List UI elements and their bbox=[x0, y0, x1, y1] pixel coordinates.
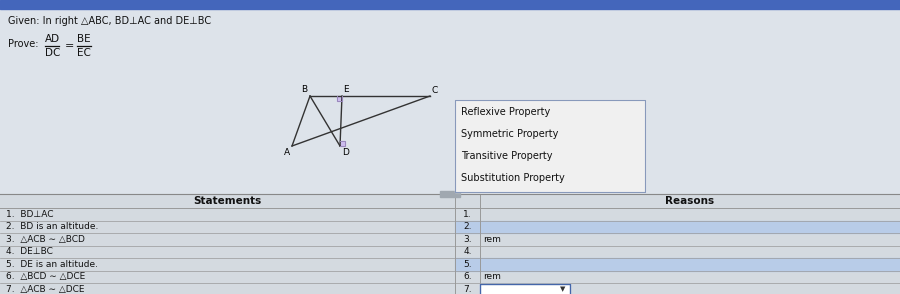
Text: 6.  △BCD ∼ △DCE: 6. △BCD ∼ △DCE bbox=[6, 272, 85, 281]
Text: Given: In right △ABC, BD⊥AC and DE⊥BC: Given: In right △ABC, BD⊥AC and DE⊥BC bbox=[8, 16, 211, 26]
Text: 4.  DE⊥BC: 4. DE⊥BC bbox=[6, 247, 53, 256]
Text: 2.: 2. bbox=[464, 222, 472, 231]
Text: =: = bbox=[65, 41, 75, 51]
Text: A: A bbox=[284, 148, 290, 157]
Bar bbox=[455, 220, 900, 233]
Text: B: B bbox=[301, 85, 307, 94]
Text: Symmetric Property: Symmetric Property bbox=[461, 129, 558, 139]
Text: ▼: ▼ bbox=[561, 286, 566, 292]
Text: rem: rem bbox=[483, 272, 501, 281]
Text: DC: DC bbox=[45, 48, 60, 58]
Text: E: E bbox=[343, 85, 348, 94]
Text: 1.: 1. bbox=[464, 210, 472, 219]
Bar bbox=[0, 194, 900, 294]
Text: D: D bbox=[342, 148, 349, 157]
Text: Prove:: Prove: bbox=[8, 39, 39, 49]
Text: 5.: 5. bbox=[464, 260, 472, 269]
Bar bbox=[455, 258, 900, 270]
Bar bbox=[0, 9, 900, 194]
Text: AD: AD bbox=[45, 34, 60, 44]
Text: 6.: 6. bbox=[464, 272, 472, 281]
Bar bbox=[480, 283, 570, 294]
Text: Statements: Statements bbox=[194, 196, 262, 206]
Text: 7.  △ACB ∼ △DCE: 7. △ACB ∼ △DCE bbox=[6, 285, 85, 294]
Text: Transitive Property: Transitive Property bbox=[461, 151, 553, 161]
Text: C: C bbox=[432, 86, 438, 95]
Bar bbox=[0, 0, 900, 9]
Text: BE: BE bbox=[77, 34, 91, 44]
Bar bbox=[455, 100, 645, 192]
Text: 4.: 4. bbox=[464, 247, 472, 256]
Bar bbox=[0, 195, 900, 208]
Text: rem: rem bbox=[483, 235, 501, 244]
Text: 1.  BD⊥AC: 1. BD⊥AC bbox=[6, 210, 53, 219]
Text: 7.: 7. bbox=[464, 285, 472, 294]
Text: 3.  △ACB ∼ △BCD: 3. △ACB ∼ △BCD bbox=[6, 235, 85, 244]
Text: Reasons: Reasons bbox=[665, 196, 715, 206]
Bar bbox=[440, 191, 460, 197]
Text: 3.: 3. bbox=[464, 235, 472, 244]
Text: EC: EC bbox=[77, 48, 91, 58]
Text: 5.  DE is an altitude.: 5. DE is an altitude. bbox=[6, 260, 98, 269]
Text: Substitution Property: Substitution Property bbox=[461, 173, 565, 183]
Text: Reflexive Property: Reflexive Property bbox=[461, 107, 550, 117]
Text: 2.  BD is an altitude.: 2. BD is an altitude. bbox=[6, 222, 98, 231]
Bar bbox=[340, 141, 345, 146]
Bar bbox=[337, 96, 342, 101]
